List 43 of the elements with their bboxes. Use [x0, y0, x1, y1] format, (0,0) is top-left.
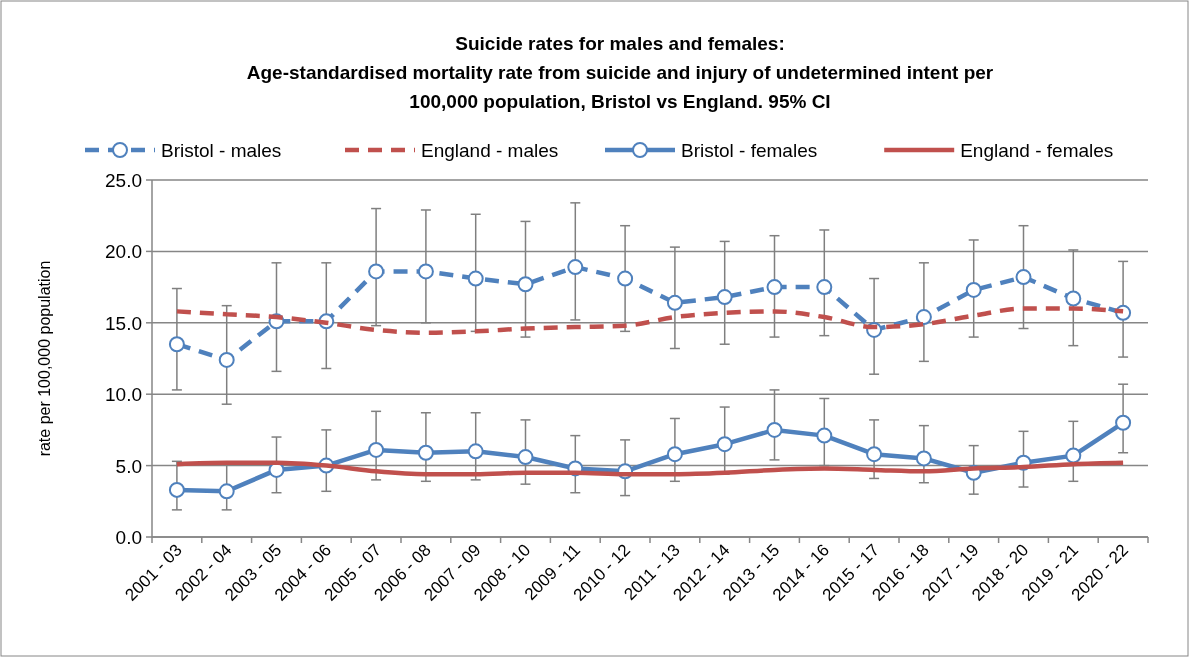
point: [617, 270, 634, 287]
point: [168, 336, 185, 353]
y-tick-label: 0.0: [115, 527, 142, 548]
point: [467, 443, 484, 460]
point: [517, 276, 534, 293]
point: [368, 441, 385, 458]
y-tick-label: 25.0: [105, 170, 142, 191]
point: [1015, 269, 1032, 286]
point: [517, 449, 534, 466]
point: [218, 351, 235, 368]
point: [567, 259, 584, 276]
point: [915, 309, 932, 326]
y-tick-label: 10.0: [105, 384, 142, 406]
legend-label: Bristol - males: [161, 140, 282, 161]
y-tick-label: 20.0: [105, 241, 142, 263]
point: [218, 483, 235, 500]
y-tick-label: 15.0: [105, 312, 142, 334]
legend-label: England - females: [960, 140, 1114, 161]
point: [816, 279, 833, 296]
point: [1115, 414, 1132, 431]
legend-label: England - males: [421, 140, 559, 161]
point: [716, 436, 733, 453]
point: [1065, 447, 1082, 464]
point: [1065, 290, 1082, 307]
point: [417, 444, 434, 461]
point: [766, 279, 783, 296]
point: [368, 263, 385, 280]
point: [716, 289, 733, 306]
chart-subtitle: Age-standardised mortality rate from suicide and injury of undetermined intent per 100,000 population, Bristol vs England. 95% CI: [246, 62, 994, 112]
point: [766, 421, 783, 438]
point: [417, 263, 434, 280]
point: [467, 270, 484, 287]
point: [666, 294, 683, 311]
chart-title: Suicide rates for males and females:: [455, 33, 785, 54]
point: [965, 281, 982, 298]
y-tick-label: 5.0: [115, 455, 142, 477]
point: [866, 446, 883, 463]
y-axis-title: rate per 100,000 population: [36, 260, 53, 457]
point: [816, 427, 833, 444]
point: [168, 481, 185, 498]
legend-label: Bristol - females: [681, 140, 818, 161]
point: [915, 450, 932, 467]
point: [666, 446, 683, 463]
